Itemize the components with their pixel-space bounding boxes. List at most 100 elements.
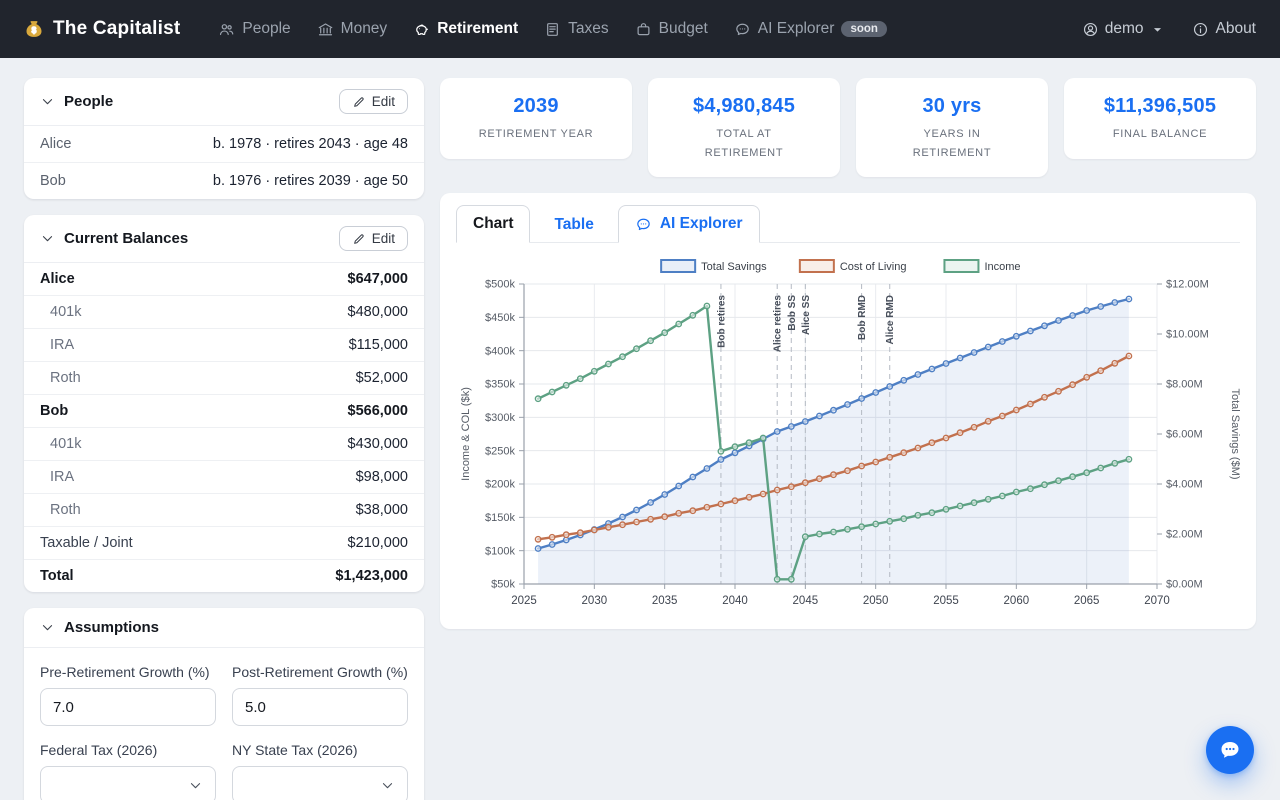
assumption-label: NY State Tax (2026) (232, 742, 358, 758)
person-name: Alice (40, 136, 72, 152)
soon-badge: soon (841, 21, 887, 37)
wallet-icon (635, 21, 652, 38)
about-label: About (1215, 20, 1256, 37)
chart-legend-item[interactable]: Total Savings (660, 259, 767, 274)
assumption-label: Federal Tax (2026) (40, 742, 158, 758)
page-body: People Edit Alice b. 1978 · retires 2043 … (0, 58, 1280, 800)
stat-card-total-at-retirement: $4,980,845 TOTAL AT RETIREMENT (648, 78, 840, 178)
about-link[interactable]: About (1192, 20, 1256, 38)
balance-row: Taxable / Joint $210,000 (24, 526, 424, 559)
stats-row: 2039 RETIREMENT YEAR $4,980,845 TOTAL AT RE… (440, 78, 1256, 178)
stat-value: $4,980,845 (692, 95, 796, 117)
svg-text:$100k: $100k (485, 546, 515, 558)
user-icon (1082, 21, 1099, 38)
tab-label: AI Explorer (659, 215, 743, 233)
person-details: b. 1978 · retires 2043 · age 48 (212, 136, 408, 152)
nav-item-taxes[interactable]: Taxes (544, 20, 609, 38)
bank-icon (317, 21, 334, 38)
tab-chart[interactable]: Chart (456, 205, 531, 244)
svg-text:$300k: $300k (485, 412, 515, 424)
brand-title: The Capitalist (53, 18, 181, 39)
people-panel: People Edit Alice b. 1978 · retires 2043 … (24, 78, 424, 199)
chart-legend-item[interactable]: Cost of Living (798, 259, 907, 274)
svg-text:2025: 2025 (511, 595, 537, 607)
assumption-field: NY State Tax (2026) (232, 742, 408, 800)
event-label: Alice RMD (885, 295, 896, 344)
assumptions-panel-title: Assumptions (64, 619, 160, 636)
svg-text:$450k: $450k (485, 312, 515, 324)
balance-label: Roth (50, 502, 81, 518)
balance-value: $1,423,000 (335, 568, 408, 584)
tab-table[interactable]: Table (538, 207, 609, 243)
people-icon (218, 21, 235, 38)
assumption-field: Federal Tax (2026) (40, 742, 216, 800)
user-menu[interactable]: demo (1082, 20, 1167, 38)
chevron-down-icon[interactable] (40, 94, 55, 109)
piggy-bank-icon (413, 21, 430, 38)
chart-legend-item[interactable]: Income (943, 259, 1021, 274)
chevron-down-icon[interactable] (40, 231, 55, 246)
balance-label: 401k (50, 436, 82, 452)
balance-label: 401k (50, 304, 82, 320)
balance-row: Total $1,423,000 (24, 559, 424, 592)
balance-label: Alice (40, 271, 75, 287)
retirement-projection-svg: Bob retires Alice retires Bob SS Alice SS Bo… (460, 259, 1240, 607)
stat-card-final-balance: $11,396,505 FINAL BALANCE (1064, 78, 1256, 159)
ny-state-tax-select[interactable] (232, 766, 408, 800)
stat-value: 30 yrs (922, 95, 982, 117)
stat-label: RETIREMENT YEAR (478, 128, 594, 140)
left-axis-title: Income & COL ($k) (460, 388, 472, 482)
edit-balances-button[interactable]: Edit (338, 226, 408, 251)
chat-icon (734, 21, 751, 38)
svg-text:2035: 2035 (652, 595, 678, 607)
stat-value: 2039 (513, 95, 559, 117)
nav-item-budget[interactable]: Budget (635, 20, 708, 38)
brand[interactable]: $ The Capitalist (24, 18, 180, 40)
balances-list: Alice $647,000 401k $480,000 IRA $115,000 Roth… (24, 263, 424, 592)
tab-ai-explorer[interactable]: AI Explorer (617, 205, 760, 244)
balance-row: 401k $480,000 (24, 295, 424, 328)
balance-label: IRA (50, 469, 75, 485)
edit-balances-label: Edit (371, 231, 395, 246)
chat-bubble-icon (1221, 742, 1239, 758)
nav-item-people[interactable]: People (218, 20, 291, 38)
assumptions-panel-header: Assumptions (24, 608, 424, 648)
chat-fab-button[interactable] (1206, 726, 1254, 774)
nav-item-label: Money (340, 20, 388, 37)
post-retirement-growth-input[interactable] (232, 688, 408, 726)
event-label: Alice SS (801, 295, 812, 335)
federal-tax-select[interactable] (40, 766, 216, 800)
person-name: Bob (40, 173, 66, 189)
nav-item-retirement[interactable]: Retirement (413, 20, 518, 38)
tab-label: Chart (473, 215, 514, 233)
stat-card-years-in-retirement: 30 yrs YEARS IN RETIREMENT (856, 78, 1048, 178)
event-label: Bob retires (716, 295, 727, 348)
people-panel-header: People Edit (24, 78, 424, 126)
balance-value: $566,000 (347, 403, 408, 419)
nav-right: demo About (1082, 20, 1256, 38)
stat-label: YEARS IN RETIREMENT (912, 128, 992, 159)
main-content: 2039 RETIREMENT YEAR $4,980,845 TOTAL AT RE… (440, 78, 1256, 630)
chat-icon (635, 216, 652, 233)
svg-text:2030: 2030 (582, 595, 608, 607)
balance-label: IRA (50, 337, 75, 353)
balance-value: $430,000 (347, 436, 408, 452)
assumption-field: Pre-Retirement Growth (%) (40, 664, 216, 726)
nav-item-label: Retirement (437, 20, 519, 37)
pre-retirement-growth-input[interactable] (40, 688, 216, 726)
assumption-label: Post-Retirement Growth (%) (232, 664, 408, 680)
svg-text:$350k: $350k (485, 379, 515, 391)
balance-value: $647,000 (347, 271, 408, 287)
svg-text:2040: 2040 (722, 595, 748, 607)
nav-item-ai-explorer[interactable]: AI Explorer soon (734, 20, 887, 38)
nav-item-label: Budget (658, 20, 708, 37)
svg-text:$250k: $250k (485, 446, 515, 458)
nav-item-label: Taxes (568, 20, 609, 37)
nav-item-money[interactable]: Money (317, 20, 388, 38)
svg-text:$10.00M: $10.00M (1166, 329, 1209, 341)
chevron-down-icon[interactable] (40, 620, 55, 635)
edit-people-button[interactable]: Edit (338, 89, 408, 114)
balance-row: Roth $52,000 (24, 361, 424, 394)
info-icon (1192, 21, 1209, 38)
stat-value: $11,396,505 (1103, 95, 1217, 117)
